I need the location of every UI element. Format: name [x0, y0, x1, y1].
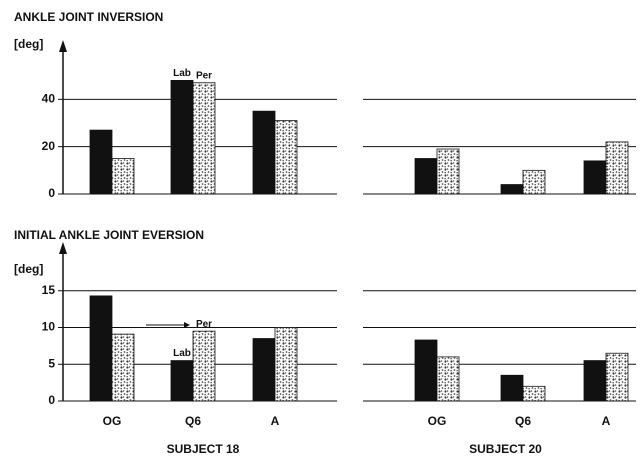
x-tick-label: OG	[103, 414, 122, 428]
bar	[500, 374, 524, 402]
annotation-arrowhead	[184, 322, 190, 328]
y-axis-arrow	[59, 40, 67, 52]
bar	[274, 120, 298, 195]
x-tick-label: A	[602, 414, 611, 428]
bar	[414, 158, 438, 195]
x-axis-label: SUBJECT 18	[167, 442, 240, 456]
bar	[170, 360, 194, 402]
bar	[192, 82, 216, 195]
chart-title: ANKLE JOINT INVERSION	[14, 10, 163, 24]
bar	[436, 148, 460, 195]
y-tick-label: 20	[42, 139, 56, 153]
y-tick-label: 40	[42, 92, 56, 106]
y-tick-label: 10	[42, 320, 56, 334]
x-tick-label: Q6	[515, 414, 531, 428]
bar	[111, 158, 135, 195]
bar	[605, 141, 629, 195]
x-tick-label: OG	[428, 414, 447, 428]
series-label: Per	[196, 70, 212, 81]
bar	[522, 385, 546, 402]
bar	[583, 160, 607, 195]
x-tick-label: A	[271, 414, 280, 428]
bar	[192, 330, 216, 402]
bar	[170, 80, 194, 195]
x-tick-label: Q6	[185, 414, 201, 428]
bar	[500, 184, 524, 195]
bar	[252, 110, 276, 195]
y-tick-label: 15	[42, 283, 56, 297]
bar	[89, 129, 113, 195]
series-label: Lab	[173, 348, 191, 359]
bar	[89, 295, 113, 402]
y-axis-arrow	[59, 242, 67, 254]
y-axis-label: [deg]	[14, 37, 43, 51]
bar	[605, 352, 629, 402]
bar	[414, 339, 438, 402]
bar	[436, 356, 460, 402]
series-label: Lab	[173, 68, 191, 79]
bar	[274, 327, 298, 402]
bar	[583, 360, 607, 402]
y-tick-label: 5	[48, 356, 55, 370]
chart-title: INITIAL ANKLE JOINT EVERSION	[14, 228, 204, 242]
y-axis-label: [deg]	[14, 262, 43, 276]
bar	[252, 338, 276, 402]
y-tick-label: 0	[48, 393, 55, 407]
series-label: Per	[196, 319, 212, 330]
x-axis-label: SUBJECT 20	[469, 442, 542, 456]
y-tick-label: 0	[48, 186, 55, 200]
bar	[522, 169, 546, 195]
bar	[111, 333, 135, 402]
